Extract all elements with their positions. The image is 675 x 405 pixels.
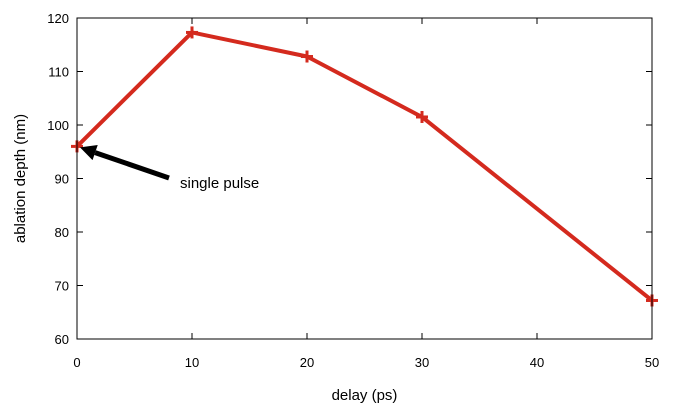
- y-tick-label: 120: [47, 11, 69, 26]
- x-tick-label: 20: [300, 355, 314, 370]
- data-point-marker: [301, 50, 313, 63]
- series-line: [75, 30, 654, 303]
- series-layer: [71, 26, 658, 307]
- annotation-arrow-head: [80, 145, 98, 161]
- x-axis-label: delay (ps): [332, 387, 398, 404]
- y-tick-label: 110: [48, 65, 69, 80]
- y-tick-label: 70: [55, 279, 69, 294]
- y-tick-label: 100: [47, 118, 69, 133]
- data-point-marker: [416, 110, 428, 123]
- data-point-marker: [186, 26, 198, 39]
- x-tick-label: 0: [73, 355, 80, 370]
- y-tick-label: 80: [55, 225, 69, 240]
- x-tick-label: 30: [415, 355, 429, 370]
- y-axis-label: ablation depth (nm): [12, 114, 29, 243]
- plot-frame: [76, 17, 653, 340]
- annotation-layer: single pulse: [80, 145, 259, 192]
- x-tick-label: 40: [530, 355, 544, 370]
- x-axis-ticks: 0 10 20 30 40 50: [73, 18, 659, 370]
- y-tick-label: 90: [55, 172, 69, 187]
- annotation-arrow-shaft: [94, 150, 170, 181]
- x-tick-label: 50: [645, 355, 659, 370]
- y-tick-label: 60: [55, 332, 69, 347]
- annotation-single-pulse: single pulse: [180, 175, 259, 192]
- y-axis-ticks: 60 70 80 90 100 110 120: [47, 11, 652, 347]
- x-tick-label: 10: [185, 355, 199, 370]
